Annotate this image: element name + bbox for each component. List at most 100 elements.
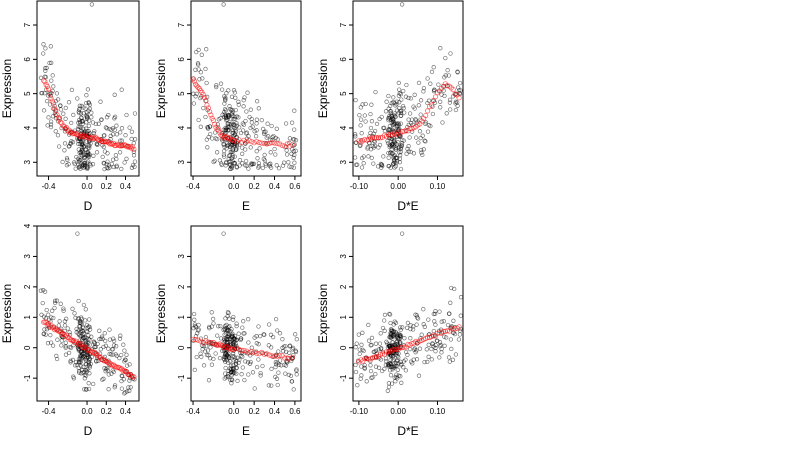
observed-point — [90, 162, 96, 167]
observed-point — [391, 350, 396, 355]
observed-point — [86, 386, 92, 392]
observed-point — [205, 145, 210, 150]
observed-point — [453, 101, 458, 106]
observed-point — [440, 120, 445, 125]
fitted-point — [207, 109, 213, 115]
observed-point — [86, 145, 91, 150]
fitted-point — [368, 135, 374, 141]
observed-point — [359, 364, 364, 369]
observed-point — [127, 362, 132, 367]
observed-point — [243, 158, 249, 164]
observed-point — [228, 363, 234, 368]
observed-point — [224, 352, 230, 357]
observed-point — [227, 162, 233, 167]
observed-point — [112, 383, 118, 388]
observed-point — [62, 319, 68, 324]
observed-point — [62, 148, 67, 153]
y-tick-label: -1 — [339, 374, 348, 382]
observed-point — [272, 146, 277, 152]
fitted-point — [219, 343, 225, 349]
observed-point — [222, 337, 227, 343]
observed-point — [82, 162, 88, 168]
x-tick-label: 0.00 — [390, 407, 406, 416]
fitted-point — [221, 135, 227, 141]
observed-point — [402, 336, 407, 341]
observed-point — [94, 142, 99, 147]
observed-point — [354, 162, 359, 167]
observed-point — [260, 363, 265, 369]
observed-point — [221, 348, 227, 353]
observed-point — [372, 349, 377, 354]
observed-point — [64, 163, 70, 168]
observed-point — [62, 141, 68, 146]
observed-point — [70, 306, 75, 311]
observed-point — [430, 111, 436, 117]
observed-point — [132, 111, 138, 116]
observed-point — [447, 97, 453, 102]
observed-point — [71, 112, 76, 118]
observed-point — [85, 149, 91, 155]
observed-point — [68, 345, 74, 350]
observed-point — [44, 87, 49, 92]
observed-point — [230, 354, 236, 359]
y-tick-label: 3 — [339, 254, 348, 259]
observed-point — [289, 164, 294, 170]
observed-point — [398, 113, 403, 119]
fitted-point — [276, 352, 283, 359]
x-tick-label: 0.6 — [289, 182, 301, 191]
observed-point — [196, 67, 201, 72]
observed-point — [78, 359, 83, 364]
observed-point — [383, 356, 389, 361]
observed-point — [48, 340, 54, 345]
observed-point — [226, 374, 231, 379]
observed-point — [38, 288, 44, 293]
observed-point — [104, 115, 110, 120]
fitted-point — [261, 140, 267, 146]
observed-point — [411, 324, 416, 329]
observed-point — [209, 324, 214, 329]
observed-point — [268, 137, 273, 143]
observed-point — [85, 352, 90, 357]
observed-point — [353, 132, 358, 137]
observed-point — [106, 112, 111, 118]
observed-point — [50, 308, 55, 313]
x-tick-label: 0.2 — [249, 407, 261, 416]
fitted-point — [266, 140, 272, 146]
observed-point — [423, 120, 429, 125]
observed-point — [68, 360, 73, 365]
observed-point — [398, 166, 404, 172]
y-tick-label: 5 — [339, 91, 348, 96]
fitted-point — [59, 331, 65, 337]
observed-point — [416, 103, 421, 108]
observed-point — [48, 119, 54, 124]
observed-point — [214, 83, 219, 88]
observed-point — [456, 85, 461, 90]
observed-point — [362, 366, 367, 371]
fitted-point — [238, 347, 244, 354]
observed-point — [91, 381, 96, 387]
observed-point — [118, 333, 123, 338]
observed-point — [80, 370, 85, 375]
observed-point — [87, 365, 92, 370]
observed-point — [234, 321, 239, 326]
observed-point — [230, 331, 235, 336]
observed-point — [231, 314, 236, 320]
observed-point — [239, 372, 244, 377]
observed-point — [405, 146, 410, 151]
observed-point — [204, 47, 209, 52]
observed-point — [448, 107, 453, 112]
observed-point — [241, 122, 247, 127]
observed-point — [80, 351, 85, 356]
fitted-point — [203, 338, 209, 344]
observed-point — [229, 369, 234, 375]
x-tick-label: -0.4 — [186, 182, 200, 191]
fitted-point — [76, 133, 82, 139]
observed-point — [89, 2, 94, 7]
observed-point — [119, 386, 125, 391]
observed-point — [376, 365, 382, 370]
observed-point — [383, 358, 389, 364]
observed-point — [206, 324, 212, 330]
observed-point — [242, 331, 247, 336]
observed-point — [369, 119, 375, 124]
